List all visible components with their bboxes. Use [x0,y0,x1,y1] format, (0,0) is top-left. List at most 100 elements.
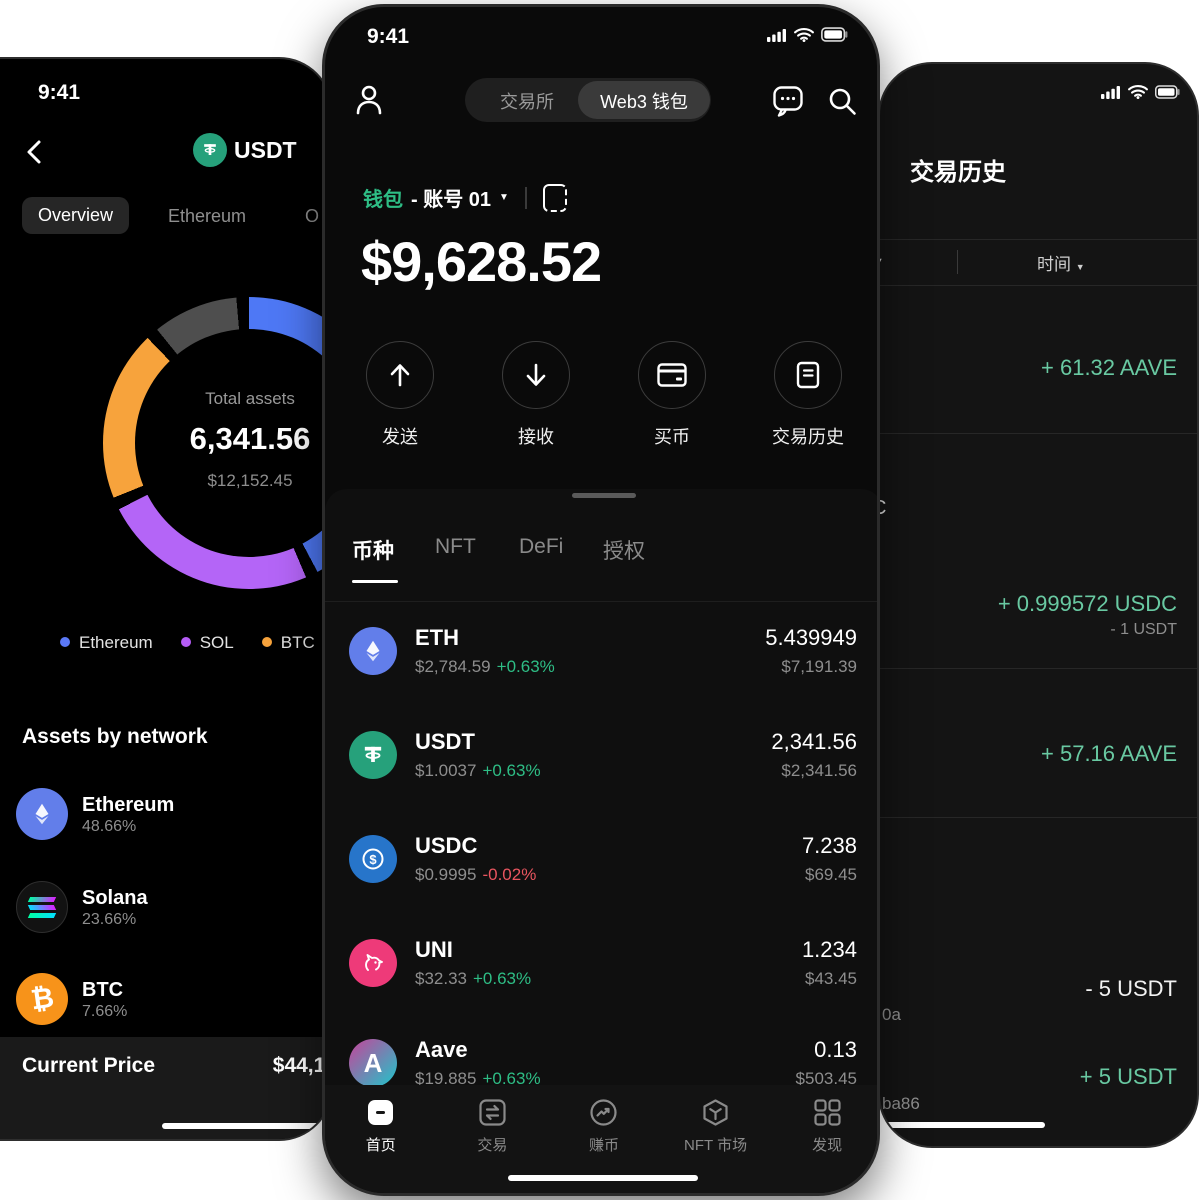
tab-exchange[interactable]: 交易所 [500,92,554,112]
chat-icon[interactable] [773,86,803,122]
coin-symbol: UNI [415,937,453,962]
uni-icon [349,939,397,987]
action-buy[interactable]: 买币 [612,341,732,449]
action-history[interactable]: 交易历史 [748,341,868,449]
tab-overview[interactable]: Overview [22,197,130,234]
coin-change: +0.63% [473,969,532,988]
divider [325,601,877,602]
coin-row-eth[interactable]: ETH $2,784.59 +0.63% 5.439949 $7,191.39 [349,607,857,695]
trade-icon [479,1099,506,1126]
tab-web3-wallet-pill [578,81,710,119]
coin-row-aave[interactable]: A Aave $19.885 +0.63% 0.13 $503.45 [349,1019,857,1107]
transaction-amount[interactable]: + 5 USDT [1079,1064,1177,1089]
usdc-icon: $ [349,835,397,883]
left-phone-usdt-overview: 9:41 USDT Overview Ethereum O Total asse… [0,57,333,1141]
arrow-up-icon [390,364,410,387]
status-icons [767,27,849,42]
assets-sheet [325,489,877,1193]
transaction-amount[interactable]: - 5 USDT [1085,976,1177,1001]
history-icon [796,361,820,389]
home-indicator[interactable] [880,1122,1045,1128]
transaction-amount[interactable]: + 0.999572 USDC [997,591,1177,616]
coin-amount: 7.238 [801,833,857,858]
sheet-tab-nft[interactable]: NFT [435,535,476,558]
device-scan-icon[interactable] [542,183,567,212]
tab-clipped[interactable]: O [305,206,320,226]
battery-icon [1155,84,1180,99]
page-title-transaction-history: 交易历史 [910,159,1006,186]
total-balance: $9,628.52 [361,230,602,293]
discover-grid-icon [814,1099,841,1126]
donut-center-value: 6,341.56 [189,421,311,456]
coin-price: $1.0037 [415,761,477,780]
transaction-amount[interactable]: + 57.16 AAVE [1041,741,1177,766]
clipped-text-fragment: C [880,497,886,520]
network-row-btc[interactable]: ₿ BTC 7.66% [16,973,316,1025]
chevron-down-icon: ▼ [1075,262,1085,272]
current-price-label: Current Price [22,1054,156,1077]
coin-amount: 1.234 [801,937,857,962]
filter-divider [957,250,958,274]
btc-network-icon: ₿ [16,973,68,1025]
coin-usd-value: $69.45 [805,865,857,884]
right-phone-transaction-history: 交易历史 ▼ 时间 ▼ + 61.32 AAVE C + 0.999572 US… [878,62,1199,1148]
aave-icon: A [349,1039,397,1087]
action-receive[interactable]: 接收 [476,341,596,449]
legend-item-ethereum: Ethereum [60,633,153,653]
coin-usd-value: $43.45 [805,969,857,988]
sheet-tab-defi[interactable]: DeFi [519,535,564,558]
usdt-logo-icon [193,133,227,167]
divider [880,817,1197,818]
coin-symbol: USDT [415,729,475,754]
legend-item-sol: SOL [180,633,234,653]
center-phone-web3-wallet: 9:41 交易所 Web3 钱包 钱包 - 账号 01 ▼ $9,628.52 [322,4,880,1196]
nav-home[interactable]: 首页 [325,1085,437,1193]
wallet-account-selector[interactable]: 钱包 - 账号 01 ▼ [363,183,567,212]
coin-amount: 0.13 [814,1037,857,1062]
sheet-tab-coins[interactable]: 币种 [352,540,394,563]
nav-nft-market[interactable]: NFT 市场 [660,1085,772,1193]
home-indicator[interactable] [162,1123,331,1129]
divider [880,239,1197,240]
network-row-solana[interactable]: Solana 23.66% [16,881,316,933]
coin-usd-value: $7,191.39 [781,657,857,676]
address-tail: ba86 [882,1094,920,1113]
active-tab-underline [352,580,398,583]
profile-icon[interactable] [353,83,385,122]
coin-usd-value: $2,341.56 [781,761,857,780]
action-send[interactable]: 发送 [340,341,460,449]
coin-row-uni[interactable]: UNI $32.33 +0.63% 1.234 $43.45 [349,919,857,1007]
coin-row-usdc[interactable]: $ USDC $0.9995 -0.02% 7.238 $69.45 [349,815,857,903]
earn-icon [590,1099,618,1126]
divider [880,285,1197,286]
network-name: BTC [82,978,124,1001]
back-icon[interactable] [22,137,48,172]
battery-icon [821,27,848,42]
filter-time[interactable]: 时间 ▼ [1037,255,1085,274]
coin-change: -0.02% [482,865,537,884]
card-icon [657,363,687,387]
nav-trade[interactable]: 交易 [437,1085,549,1193]
network-name: Ethereum [82,793,175,816]
tab-web3-wallet[interactable]: Web3 钱包 [600,92,688,112]
coin-change: +0.63% [496,657,555,676]
transaction-amount[interactable]: + 61.32 AAVE [1041,355,1177,380]
sheet-drag-handle[interactable] [572,493,636,498]
nav-earn[interactable]: 赚币 [548,1085,660,1193]
nav-discover[interactable]: 发现 [771,1085,877,1193]
network-row-ethereum[interactable]: Ethereum 48.66% [16,788,316,840]
legend-dot-sol [180,637,191,647]
signal-icon [1101,85,1120,99]
filter-partial-caret[interactable]: ▼ [880,256,884,268]
search-icon[interactable] [827,86,857,121]
home-indicator[interactable] [508,1175,698,1181]
network-percent: 48.66% [82,817,137,835]
sheet-tab-approvals[interactable]: 授权 [603,540,645,563]
coin-row-usdt[interactable]: USDT $1.0037 +0.63% 2,341.56 $2,341.56 [349,711,857,799]
tab-ethereum[interactable]: Ethereum [168,206,247,226]
coin-amount: 2,341.56 [771,729,857,754]
coin-price: $19.885 [415,1069,477,1088]
wallet-label: 钱包 [363,189,403,211]
ethereum-network-icon [16,788,68,840]
